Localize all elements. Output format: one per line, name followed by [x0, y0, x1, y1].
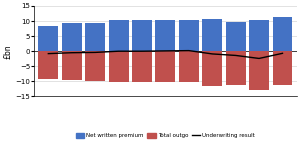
Bar — [272, 17, 292, 51]
Bar — [272, 51, 292, 85]
Bar — [155, 51, 176, 82]
Bar — [249, 20, 269, 51]
Bar — [179, 51, 199, 82]
Bar — [62, 23, 82, 51]
Bar — [85, 23, 105, 51]
Bar — [226, 22, 246, 51]
Bar — [62, 51, 82, 81]
Bar — [249, 51, 269, 90]
Bar — [132, 20, 152, 51]
Y-axis label: £bn: £bn — [4, 44, 13, 58]
Bar — [38, 26, 58, 51]
Bar — [132, 51, 152, 82]
Bar — [155, 20, 176, 51]
Bar — [109, 51, 128, 82]
Bar — [202, 19, 222, 51]
Legend: Net written premium, Total outgo, Underwriting result: Net written premium, Total outgo, Underw… — [74, 131, 257, 141]
Bar — [85, 51, 105, 81]
Bar — [179, 20, 199, 51]
Bar — [109, 20, 128, 51]
Bar — [226, 51, 246, 85]
Bar — [202, 51, 222, 86]
Bar — [38, 51, 58, 79]
